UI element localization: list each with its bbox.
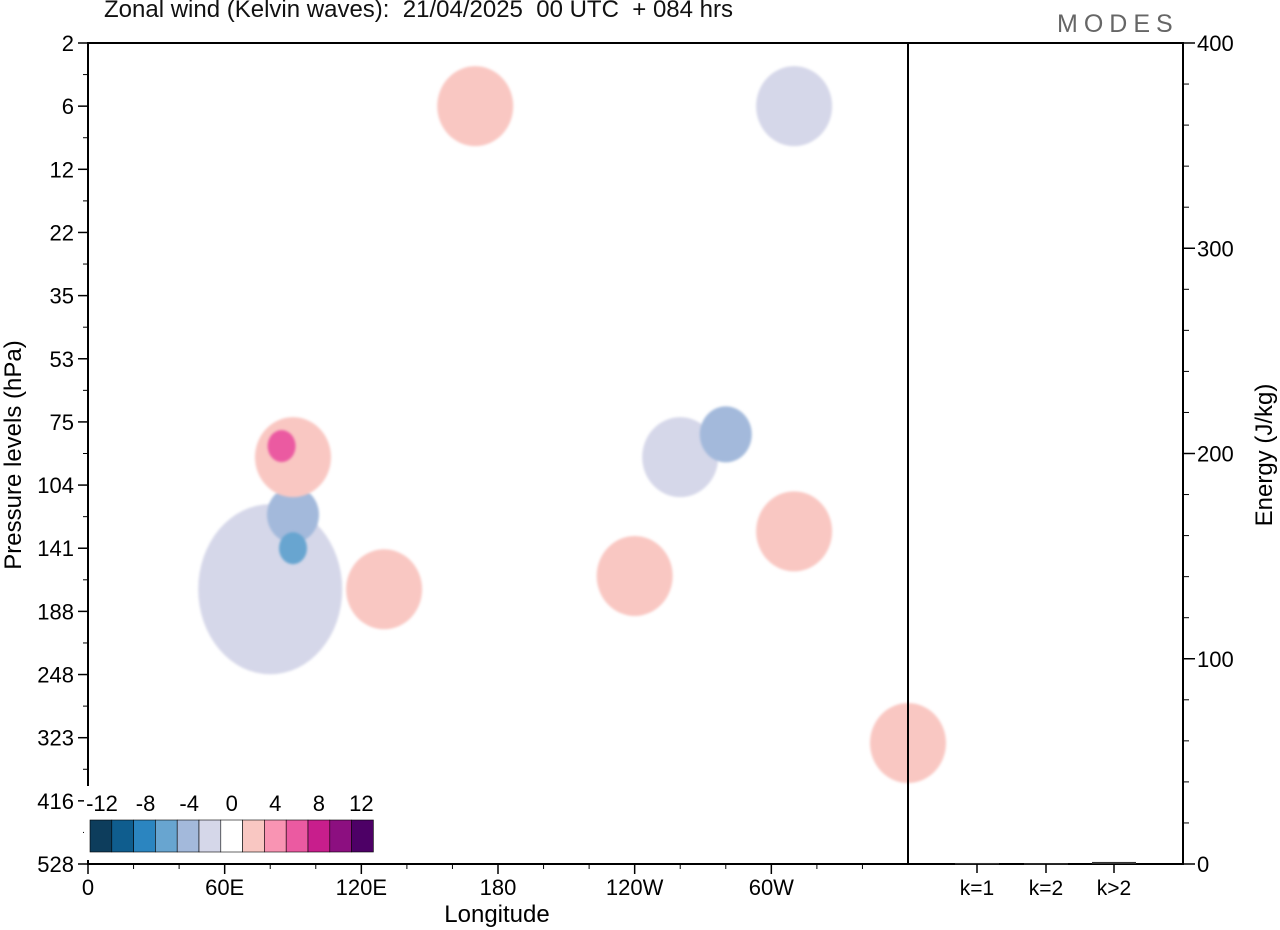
energy-bar (955, 862, 999, 865)
y-tick-label: 416 (37, 789, 74, 814)
energy-tick-label: 200 (1197, 442, 1234, 467)
modes-logo: MODES (1057, 10, 1179, 38)
y-tick-label: 12 (50, 157, 74, 182)
x-axis: 0 60E 120E 180 120W 60W (82, 864, 863, 900)
colorbar-label: 0 (226, 791, 238, 816)
y-tick-label: 104 (37, 473, 74, 498)
y-tick-label: 6 (62, 94, 74, 119)
negative-wind-contour (198, 504, 343, 675)
colorbar-swatch (242, 819, 265, 853)
colorbar-label: 12 (349, 791, 373, 816)
energy-bar (1024, 863, 1068, 865)
y-axis-label: Pressure levels (hPa) (0, 340, 27, 569)
energy-tick-label: 400 (1197, 31, 1234, 56)
y-tick-label: 248 (37, 663, 74, 688)
colorbar-swatch (155, 819, 178, 853)
y-tick-label: 2 (62, 31, 74, 56)
colorbar-swatch (351, 819, 374, 853)
colorbar-label: 4 (269, 791, 281, 816)
colorbar-swatch (285, 819, 309, 853)
positive-wind-contour (255, 417, 331, 498)
negative-wind-contour (699, 406, 752, 463)
negative-wind-contour (756, 66, 833, 147)
colorbar-swatch (176, 819, 200, 853)
colorbar-swatch (264, 819, 287, 853)
y-tick-label: 141 (37, 536, 74, 561)
energy-tick-label: 0 (1197, 852, 1209, 877)
y-tick-label: 35 (50, 284, 74, 309)
energy-frame (907, 42, 1184, 865)
positive-wind-contour (596, 535, 673, 616)
wavenumber-label: k>2 (1097, 877, 1131, 900)
energy-axis-label: Energy (J/kg) (1251, 384, 1278, 527)
x-tick-label: 120E (336, 875, 387, 900)
positive-wind-contour (346, 549, 423, 630)
y-tick-label: 75 (50, 410, 74, 435)
colorbar-swatch (329, 819, 352, 853)
x-tick-label: 60W (749, 875, 794, 900)
energy-axis: 0 100 200 300 400 (1183, 31, 1234, 877)
y-tick-label: 22 (50, 220, 74, 245)
colorbar-swatch (220, 819, 243, 853)
negative-wind-contour (267, 486, 319, 543)
energy-bars: k=1 k=2 k>2 (955, 861, 1136, 900)
colorbar-label: 8 (313, 791, 325, 816)
chart-title: Zonal wind (Kelvin waves): 21/04/2025 00… (104, 0, 733, 23)
y-tick-label: 188 (37, 599, 74, 624)
colorbar-label: -4 (179, 791, 199, 816)
y-tick-label: 53 (50, 347, 74, 372)
colorbar-swatch (89, 819, 113, 853)
positive-wind-contour (756, 491, 833, 572)
positive-wind-contour (267, 430, 296, 463)
energy-bar (1092, 861, 1136, 864)
colorbar: -12 -8 -4 0 4 8 12 (84, 786, 390, 860)
colorbar-swatch (198, 819, 222, 853)
energy-tick-label: 100 (1197, 647, 1234, 672)
negative-wind-contour (642, 417, 719, 498)
y-tick-label: 323 (37, 726, 74, 751)
plot-frames (87, 42, 1184, 865)
colorbar-label: -8 (136, 791, 156, 816)
x-tick-label: 60E (205, 875, 244, 900)
positive-wind-contour (437, 66, 514, 147)
energy-tick-label: 300 (1197, 236, 1234, 261)
x-axis-label: Longitude (444, 901, 549, 928)
colorbar-swatch (307, 819, 331, 853)
x-tick-label: 180 (480, 875, 517, 900)
x-tick-label: 0 (82, 875, 94, 900)
contour-fill-layer (198, 66, 946, 784)
colorbar-swatch (133, 819, 156, 853)
heatmap-frame (87, 42, 909, 865)
wavenumber-label: k=2 (1029, 877, 1063, 900)
negative-wind-contour (279, 532, 307, 565)
colorbar-swatch (111, 819, 134, 853)
colorbar-label: -12 (86, 791, 118, 816)
y-tick-label: 528 (37, 852, 74, 877)
wavenumber-label: k=1 (960, 877, 994, 900)
x-tick-label: 120W (606, 875, 664, 900)
y-axis: 2 6 12 22 35 53 75 104 141 188 248 323 416 528 (37, 31, 88, 877)
